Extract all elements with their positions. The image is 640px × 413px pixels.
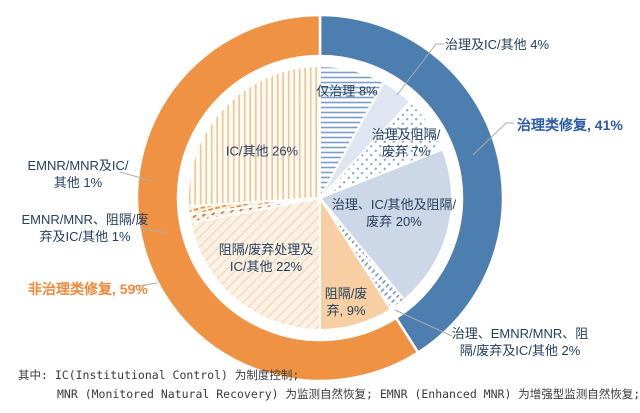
slice-label-ic-other: IC/其他 26%	[225, 143, 299, 159]
slice-label-treat-block: 治理及阻隔/废弃 7%	[371, 127, 441, 159]
ring-segment	[135, 13, 420, 383]
callout-label-emnr-block-1pct: EMNR/MNR、阻隔/废弃及IC/其他 1%	[21, 212, 149, 244]
leader-lines	[119, 43, 514, 337]
slice-label-treat-only: 仅治理 8%	[316, 83, 378, 99]
callout-label-treat-ic-4pct: 治理及IC/其他 4%	[445, 37, 550, 52]
chart-layer	[135, 13, 505, 383]
group-label-remediation-41pct: 治理类修复, 41%	[517, 117, 623, 133]
footnote-line-1: 其中: IC(Institutional Control) 为制度控制;	[18, 368, 300, 382]
leader-line	[394, 309, 453, 337]
callout-label-treat-emnr-2pct: 治理、EMNR/MNR、阻隔/废弃及IC/其他 2%	[451, 326, 589, 358]
pie-slice	[318, 148, 453, 302]
leader-line	[139, 227, 169, 234]
leader-line	[132, 282, 158, 288]
pie-slice	[189, 196, 321, 332]
footnote-line-2: MNR (Monitored Natural Recovery) 为监测自然恢复…	[57, 387, 640, 401]
pie-slice	[187, 64, 321, 208]
leader-line	[472, 122, 514, 156]
leader-line	[396, 43, 444, 96]
footnote: 其中: IC(Institutional Control) 为制度控制; MNR…	[18, 366, 640, 404]
slice-label-treat-ic-block: 治理、IC/其他及阻隔/废弃 20%	[331, 197, 457, 229]
slice-label-block-dispose-ic: 阻隔/废弃处理及IC/其他 22%	[218, 242, 314, 274]
ring-segment	[318, 13, 505, 355]
group-label-non-remediation-59pct: 非治理类修复, 59%	[28, 281, 148, 297]
leader-line	[119, 171, 153, 182]
callout-label-emnr-ic-1pct: EMNR/MNR及IC/其他 1%	[27, 158, 129, 190]
slice-label-block-dispose: 阻隔/废弃, 9%	[324, 286, 368, 318]
